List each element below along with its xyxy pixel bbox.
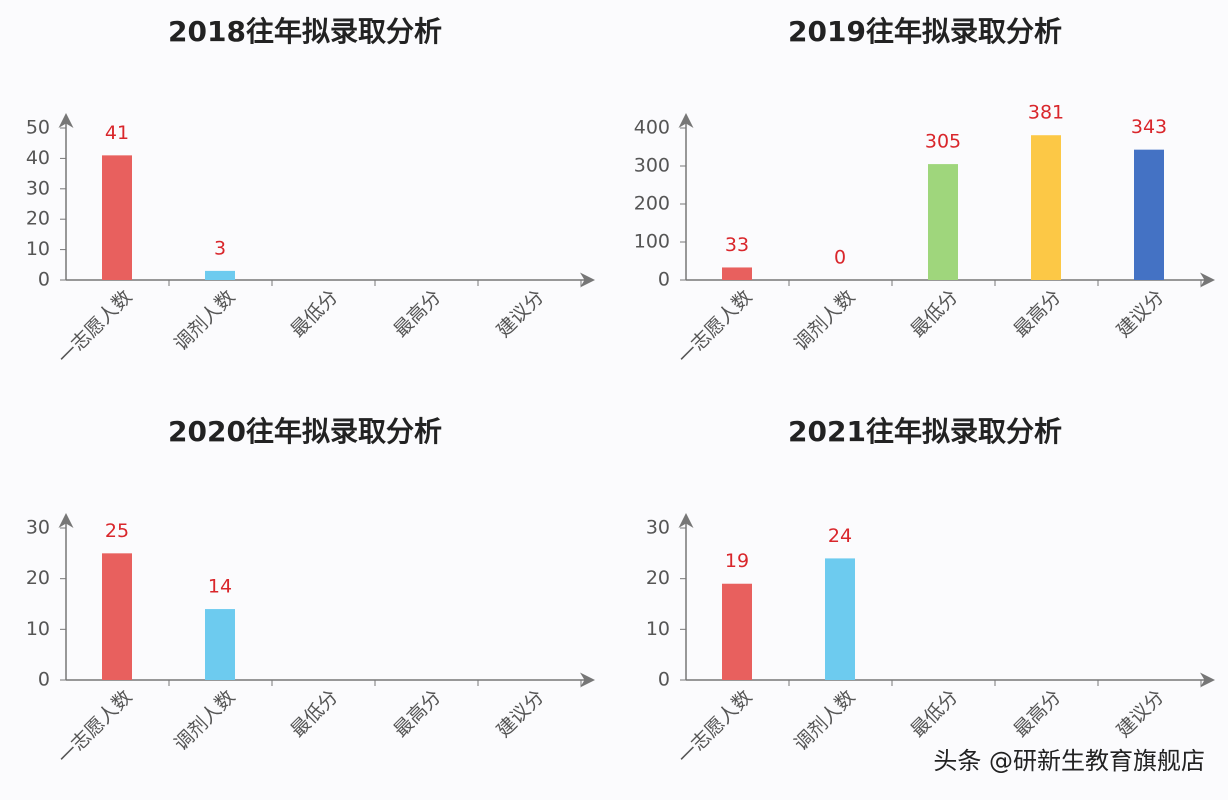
y-tick-label: 10 <box>646 618 670 640</box>
value-label: 305 <box>925 131 961 153</box>
y-tick-label: 40 <box>26 147 50 169</box>
chart-title: 2020往年拟录取分析 <box>168 415 442 448</box>
bar <box>928 164 958 280</box>
y-tick-label: 200 <box>634 193 670 215</box>
value-label: 25 <box>105 520 129 542</box>
y-tick-label: 0 <box>38 669 50 691</box>
y-tick-label: 300 <box>634 155 670 177</box>
x-tick-label: 调剂人数 <box>170 686 239 755</box>
x-tick-label: 调剂人数 <box>790 686 859 755</box>
x-tick-label: 调剂人数 <box>170 286 239 355</box>
y-tick-label: 100 <box>634 231 670 253</box>
x-tick-label: 建议分 <box>493 686 549 742</box>
y-tick-label: 50 <box>26 117 50 139</box>
x-tick-label: 最高分 <box>1010 286 1066 342</box>
x-tick-label: 最低分 <box>287 686 343 742</box>
value-label: 41 <box>105 122 129 144</box>
bar <box>1031 135 1061 280</box>
x-tick-label: 一志愿人数 <box>674 686 757 769</box>
y-tick-label: 10 <box>26 238 50 260</box>
bar <box>722 583 752 680</box>
value-label: 343 <box>1131 116 1167 138</box>
x-tick-label: 最高分 <box>390 286 446 342</box>
watermark: 头条 @研新生教育旗舰店 <box>933 747 1205 775</box>
x-tick-label: 最低分 <box>907 686 963 742</box>
value-label: 14 <box>208 576 232 598</box>
x-tick-label: 建议分 <box>493 286 549 342</box>
value-label: 33 <box>725 234 749 256</box>
y-tick-label: 400 <box>634 117 670 139</box>
y-tick-label: 0 <box>658 669 670 691</box>
y-tick-label: 30 <box>646 517 670 539</box>
x-tick-label: 最高分 <box>1010 686 1066 742</box>
bar <box>102 155 132 280</box>
y-tick-label: 20 <box>26 567 50 589</box>
x-tick-label: 最低分 <box>287 286 343 342</box>
y-tick-label: 0 <box>38 269 50 291</box>
x-tick-label: 一志愿人数 <box>674 286 757 369</box>
value-label: 381 <box>1028 102 1064 124</box>
value-label: 3 <box>214 237 226 259</box>
value-label: 0 <box>834 247 846 269</box>
x-tick-label: 一志愿人数 <box>54 686 137 769</box>
y-tick-label: 30 <box>26 517 50 539</box>
chart-title: 2021往年拟录取分析 <box>788 415 1062 448</box>
bar <box>722 267 752 280</box>
x-tick-label: 一志愿人数 <box>54 286 137 369</box>
x-tick-label: 建议分 <box>1113 686 1169 742</box>
x-tick-label: 调剂人数 <box>790 286 859 355</box>
x-tick-label: 最高分 <box>390 686 446 742</box>
bar <box>102 553 132 680</box>
x-tick-label: 最低分 <box>907 286 963 342</box>
value-label: 19 <box>725 550 749 572</box>
chart-title: 2019往年拟录取分析 <box>788 15 1062 48</box>
bar <box>825 558 855 680</box>
y-tick-label: 20 <box>646 567 670 589</box>
value-label: 24 <box>828 525 852 547</box>
y-tick-label: 30 <box>26 177 50 199</box>
y-tick-label: 20 <box>26 208 50 230</box>
bar <box>1134 149 1164 280</box>
x-tick-label: 建议分 <box>1113 286 1169 342</box>
bar <box>205 609 235 680</box>
bar <box>205 270 235 280</box>
y-tick-label: 0 <box>658 269 670 291</box>
y-tick-label: 10 <box>26 618 50 640</box>
chart-title: 2018往年拟录取分析 <box>168 15 442 48</box>
